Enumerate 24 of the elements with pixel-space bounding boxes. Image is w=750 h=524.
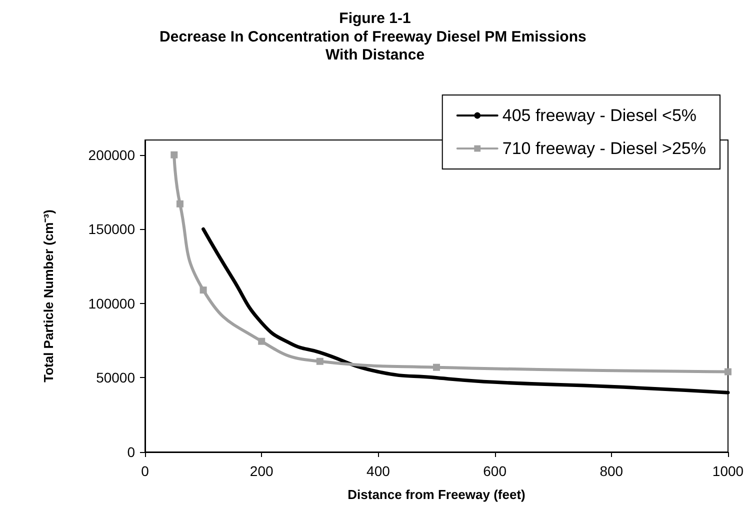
y-tick-label: 100000: [88, 295, 136, 312]
y-tick-label: 200000: [88, 146, 136, 163]
x-tick-label: 1000: [712, 463, 744, 479]
y-tick-label: 0: [127, 444, 136, 460]
y-tick-label: 150000: [88, 221, 136, 238]
point: [176, 200, 184, 208]
legend-label: 710 freeway - Diesel >25%: [502, 139, 706, 158]
chart-title: Figure 1-1: [339, 10, 411, 27]
x-tick-label: 200: [250, 463, 274, 479]
chart-subtitle: Decrease In Concentration of Freeway Diesel PM Emissions With Distance: [160, 28, 590, 64]
point: [316, 358, 324, 365]
x-tick-label: 600: [483, 463, 507, 479]
y-tick-label: 50000: [96, 370, 136, 386]
point: [200, 286, 207, 294]
legend-label: 405 freeway - Diesel <5%: [502, 106, 697, 125]
point: [170, 151, 178, 158]
y-axis-title: Total Particle Number (cm⁻³): [41, 210, 56, 382]
point: [724, 368, 732, 376]
x-tick-label: 0: [141, 463, 150, 479]
x-tick-label: 400: [366, 463, 390, 479]
point: [258, 338, 266, 345]
point: [433, 364, 440, 371]
x-axis-title: Distance from Freeway (feet): [348, 487, 526, 502]
x-tick-label: 800: [600, 463, 624, 479]
